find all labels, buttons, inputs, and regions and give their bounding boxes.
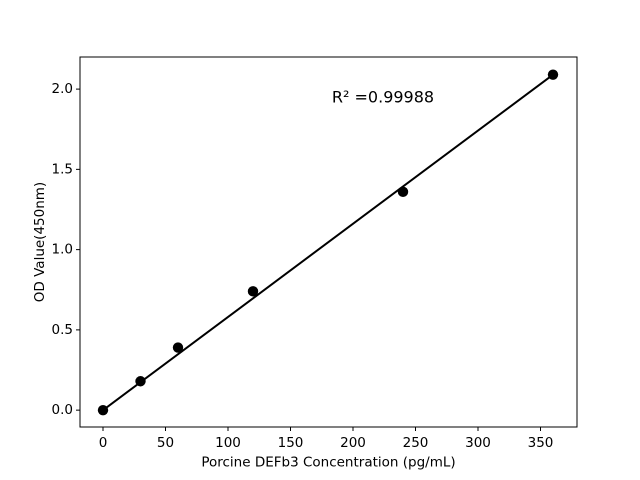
y-tick-label: 0.5 (52, 322, 73, 338)
x-tick-label: 200 (340, 435, 366, 451)
data-point (135, 376, 146, 387)
x-tick-label: 150 (278, 435, 304, 451)
x-tick-label: 300 (465, 435, 491, 451)
data-point (97, 404, 109, 416)
y-tick-label: 1.5 (52, 161, 73, 177)
data-point (397, 186, 409, 198)
fit-line (102, 73, 554, 412)
y-tick-label: 2.0 (52, 81, 73, 97)
data-point (247, 286, 259, 297)
y-tick-label: 1.0 (52, 242, 73, 258)
x-tick-label: 100 (215, 435, 241, 451)
x-tick-label: 250 (403, 435, 429, 451)
y-axis-ticks: 0.0 0.5 1.0 1.5 2.0 (52, 81, 80, 418)
data-point (172, 342, 184, 353)
x-tick-label: 0 (99, 435, 108, 451)
y-axis-label: OD Value(450nm) (32, 182, 48, 302)
x-axis-ticks: 0 50 100 150 200 250 300 350 (99, 427, 554, 451)
r-squared-annotation: R² =0.99988 (332, 88, 434, 107)
plot-frame (79, 56, 578, 428)
data-point (547, 69, 559, 80)
x-tick-label: 350 (528, 435, 554, 451)
data-series (97, 69, 559, 416)
y-tick-label: 0.0 (52, 402, 73, 418)
x-tick-label: 50 (157, 435, 174, 451)
x-axis-label: Porcine DEFb3 Concentration (pg/mL) (201, 455, 455, 471)
